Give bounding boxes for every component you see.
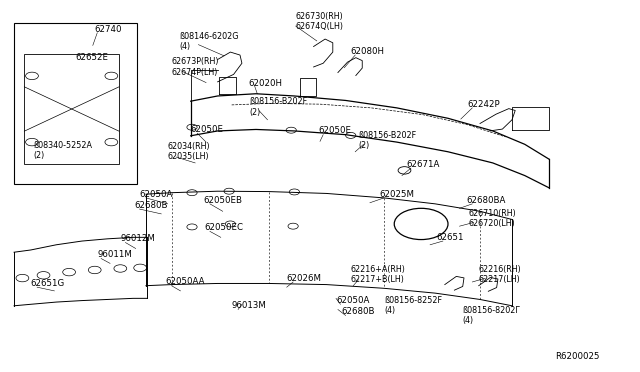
Text: 62050EB: 62050EB: [204, 196, 243, 205]
Text: 62026M: 62026M: [287, 274, 322, 283]
Text: 62050EC: 62050EC: [205, 223, 244, 232]
Text: 62216+A(RH)
62217+B(LH): 62216+A(RH) 62217+B(LH): [351, 265, 406, 284]
Bar: [24, 54, 119, 164]
Text: 62050A: 62050A: [140, 190, 173, 199]
Text: 96013M: 96013M: [232, 301, 266, 310]
Text: 62651: 62651: [436, 233, 464, 242]
Text: 62651G: 62651G: [31, 279, 65, 288]
Text: 626730(RH)
62674Q(LH): 626730(RH) 62674Q(LH): [296, 12, 344, 31]
Text: 62671A: 62671A: [406, 160, 440, 169]
Text: 62020H: 62020H: [248, 79, 282, 88]
Text: ß08340-5252A
(2): ß08340-5252A (2): [33, 141, 92, 160]
Text: 62740: 62740: [95, 25, 122, 34]
Text: 96012M: 96012M: [120, 234, 155, 243]
Text: ß08146-6202G
(4): ß08146-6202G (4): [179, 32, 239, 51]
Text: 62050AA: 62050AA: [165, 278, 205, 286]
Text: 62080H: 62080H: [351, 47, 385, 56]
Text: 62680B: 62680B: [134, 201, 168, 210]
Text: 62680BA: 62680BA: [466, 196, 506, 205]
Text: 62050A: 62050A: [336, 296, 369, 305]
Text: ß08156-B202F
(2): ß08156-B202F (2): [250, 97, 308, 117]
Text: 62673P(RH)
62674P(LH): 62673P(RH) 62674P(LH): [172, 57, 219, 77]
Text: ß08156-B202F
(2): ß08156-B202F (2): [358, 131, 417, 150]
Text: 62025M: 62025M: [379, 190, 414, 199]
Text: 62034(RH)
62035(LH): 62034(RH) 62035(LH): [168, 142, 211, 161]
Text: 62652E: 62652E: [76, 53, 109, 62]
Bar: [14, 23, 137, 184]
Text: 62050E: 62050E: [191, 125, 224, 134]
Text: ß08156-8202Γ
(4): ß08156-8202Γ (4): [462, 306, 520, 325]
Text: 62680B: 62680B: [342, 307, 375, 316]
Text: ß08156-8252F
(4): ß08156-8252F (4): [384, 296, 442, 315]
Text: R6200025: R6200025: [556, 352, 600, 361]
Text: 62050E: 62050E: [319, 126, 352, 135]
Text: 62216(RH)
62217(LH): 62216(RH) 62217(LH): [479, 265, 522, 284]
Text: 626710(RH)
626720(LH): 626710(RH) 626720(LH): [468, 209, 516, 228]
Text: 62242P: 62242P: [467, 100, 500, 109]
Text: 96011M: 96011M: [97, 250, 132, 259]
